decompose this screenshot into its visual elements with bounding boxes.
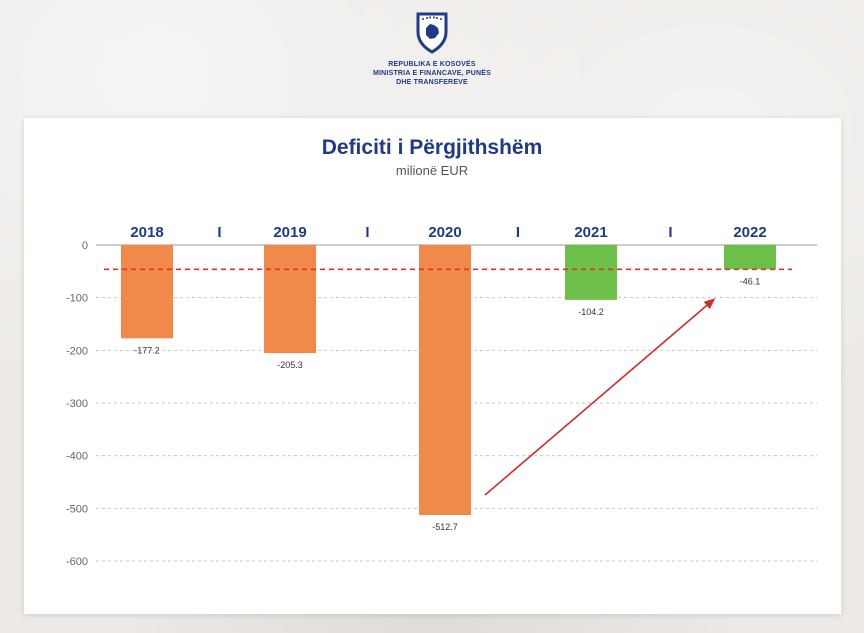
data-label: -512.7 <box>432 522 458 532</box>
org-line-2: MINISTRIA E FINANCAVE, PUNËS <box>373 70 491 77</box>
bar-2020 <box>419 245 471 516</box>
bar-2019 <box>264 245 316 354</box>
header: REPUBLIKA E KOSOVËS MINISTRIA E FINANCAV… <box>0 8 864 87</box>
y-tick-label: -400 <box>66 451 88 463</box>
trend-arrow <box>484 298 716 496</box>
data-label: -104.2 <box>578 307 604 317</box>
chart-subtitle: milionë EUR <box>396 163 468 178</box>
data-label: -177.2 <box>134 345 160 355</box>
x-category-label: 2018 <box>130 224 163 241</box>
category-separator: I <box>668 224 672 241</box>
y-tick-label: -100 <box>66 293 88 305</box>
ministry-name: REPUBLIKA E KOSOVËS MINISTRIA E FINANCAV… <box>0 60 864 87</box>
x-category-label: 2020 <box>428 224 461 241</box>
y-tick-label: -300 <box>66 398 88 410</box>
category-separator: I <box>365 224 369 241</box>
org-line-3: DHE TRANSFEREVE <box>396 79 468 86</box>
deficit-bar-chart: Deficiti i Përgjithshëm milionë EUR 0 -10… <box>66 136 817 568</box>
category-separator: I <box>516 224 520 241</box>
y-tick-label: -500 <box>66 503 88 515</box>
x-category-label: 2021 <box>574 224 607 241</box>
chart-card: Deficiti i Përgjithshëm milionë EUR 0 -10… <box>24 118 841 614</box>
data-label: -205.3 <box>277 360 303 370</box>
bar-2018 <box>121 245 173 339</box>
bar-2021 <box>565 245 617 300</box>
x-category-label: 2019 <box>273 224 306 241</box>
chart-title: Deficiti i Përgjithshëm <box>322 136 543 159</box>
data-label: -46.1 <box>740 276 761 286</box>
y-tick-label: 0 <box>82 240 88 252</box>
org-line-1: REPUBLIKA E KOSOVËS <box>388 61 476 68</box>
y-tick-label: -600 <box>66 556 88 568</box>
bar-2022 <box>724 245 776 270</box>
y-tick-label: -200 <box>66 345 88 357</box>
kosovo-coat-of-arms-icon <box>416 12 448 54</box>
x-category-label: 2022 <box>733 224 766 241</box>
category-separator: I <box>217 224 221 241</box>
